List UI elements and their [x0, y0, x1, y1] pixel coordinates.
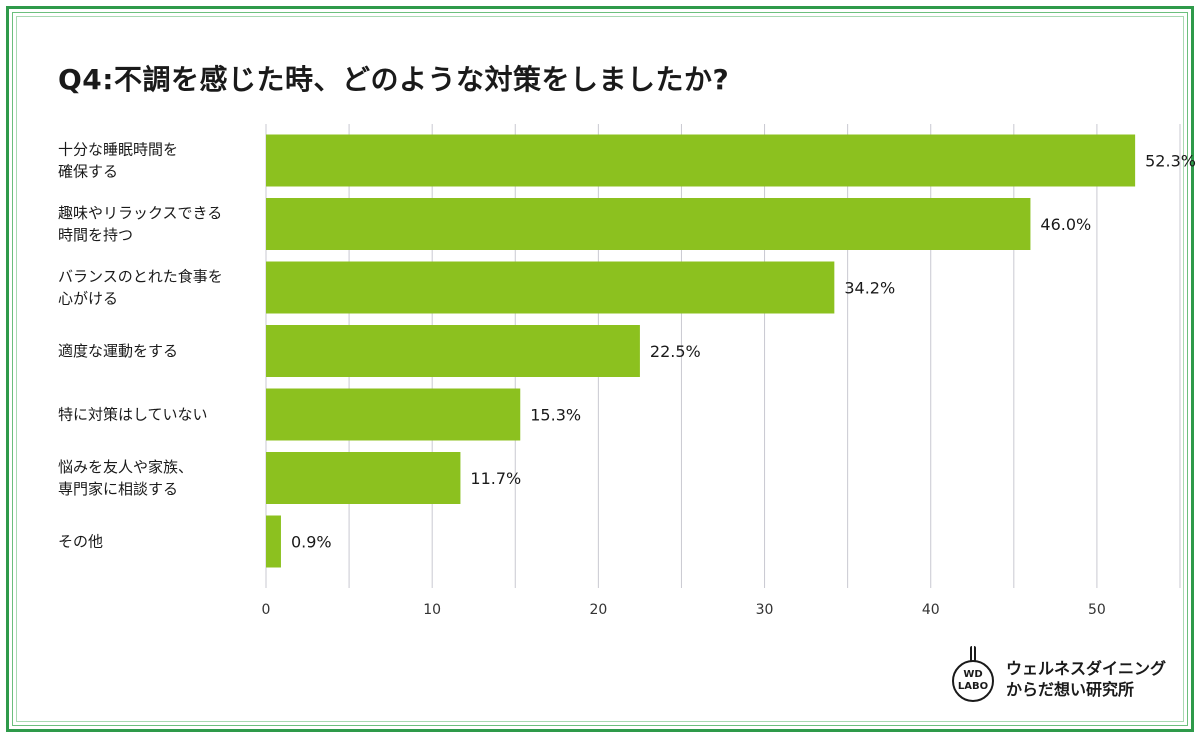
category-label: 悩みを友人や家族、	[58, 458, 193, 476]
bar-value-label: 52.3%	[1145, 152, 1196, 171]
badge-line-2: LABO	[957, 681, 989, 692]
bar	[266, 452, 461, 504]
x-tick-label: 40	[922, 602, 940, 618]
logo-name-line-2: からだ想い研究所	[1006, 680, 1135, 699]
bar-value-label: 22.5%	[650, 342, 701, 361]
bar-value-label: 15.3%	[530, 406, 581, 425]
logo-stem-icon	[970, 646, 976, 662]
wd-labo-badge: WD LABO	[952, 660, 994, 702]
category-label: 特に対策はしていない	[58, 406, 208, 424]
category-label: バランスのとれた食事を	[58, 268, 223, 286]
chart-title: Q4:不調を感じた時、どのような対策をしましたか?	[58, 63, 730, 96]
x-tick-label: 20	[589, 602, 607, 618]
bar-value-label: 34.2%	[844, 279, 895, 298]
category-label: その他	[58, 533, 103, 551]
bar	[266, 261, 835, 314]
category-label: 心がける	[58, 290, 118, 308]
bar-value-label: 46.0%	[1040, 215, 1091, 234]
category-label: 専門家に相談する	[58, 480, 178, 498]
x-tick-label: 50	[1088, 602, 1106, 618]
bar-value-label: 0.9%	[291, 533, 332, 552]
x-tick-label: 30	[756, 602, 774, 618]
category-label: 時間を持つ	[58, 226, 133, 244]
bar-value-label: 11.7%	[470, 469, 521, 488]
decorative-frame	[6, 6, 1194, 732]
badge-line-1: WD	[963, 669, 983, 680]
category-label: 確保する	[58, 163, 118, 181]
category-label: 適度な運動をする	[58, 342, 178, 360]
category-label: 趣味やリラックスできる	[58, 204, 222, 222]
brand-logo: WD LABO ウェルネスダイニング からだ想い研究所	[950, 646, 1180, 712]
x-tick-label: 0	[262, 602, 271, 618]
logo-text: ウェルネスダイニング からだ想い研究所	[1006, 658, 1166, 700]
bar	[266, 134, 1136, 187]
bar	[266, 198, 1031, 250]
bar	[266, 515, 281, 568]
bar	[266, 325, 640, 377]
category-label: 十分な睡眠時間を	[58, 141, 178, 159]
logo-name-line-1: ウェルネスダイニング	[1006, 659, 1167, 678]
bar	[266, 388, 521, 441]
x-tick-label: 10	[423, 602, 441, 618]
